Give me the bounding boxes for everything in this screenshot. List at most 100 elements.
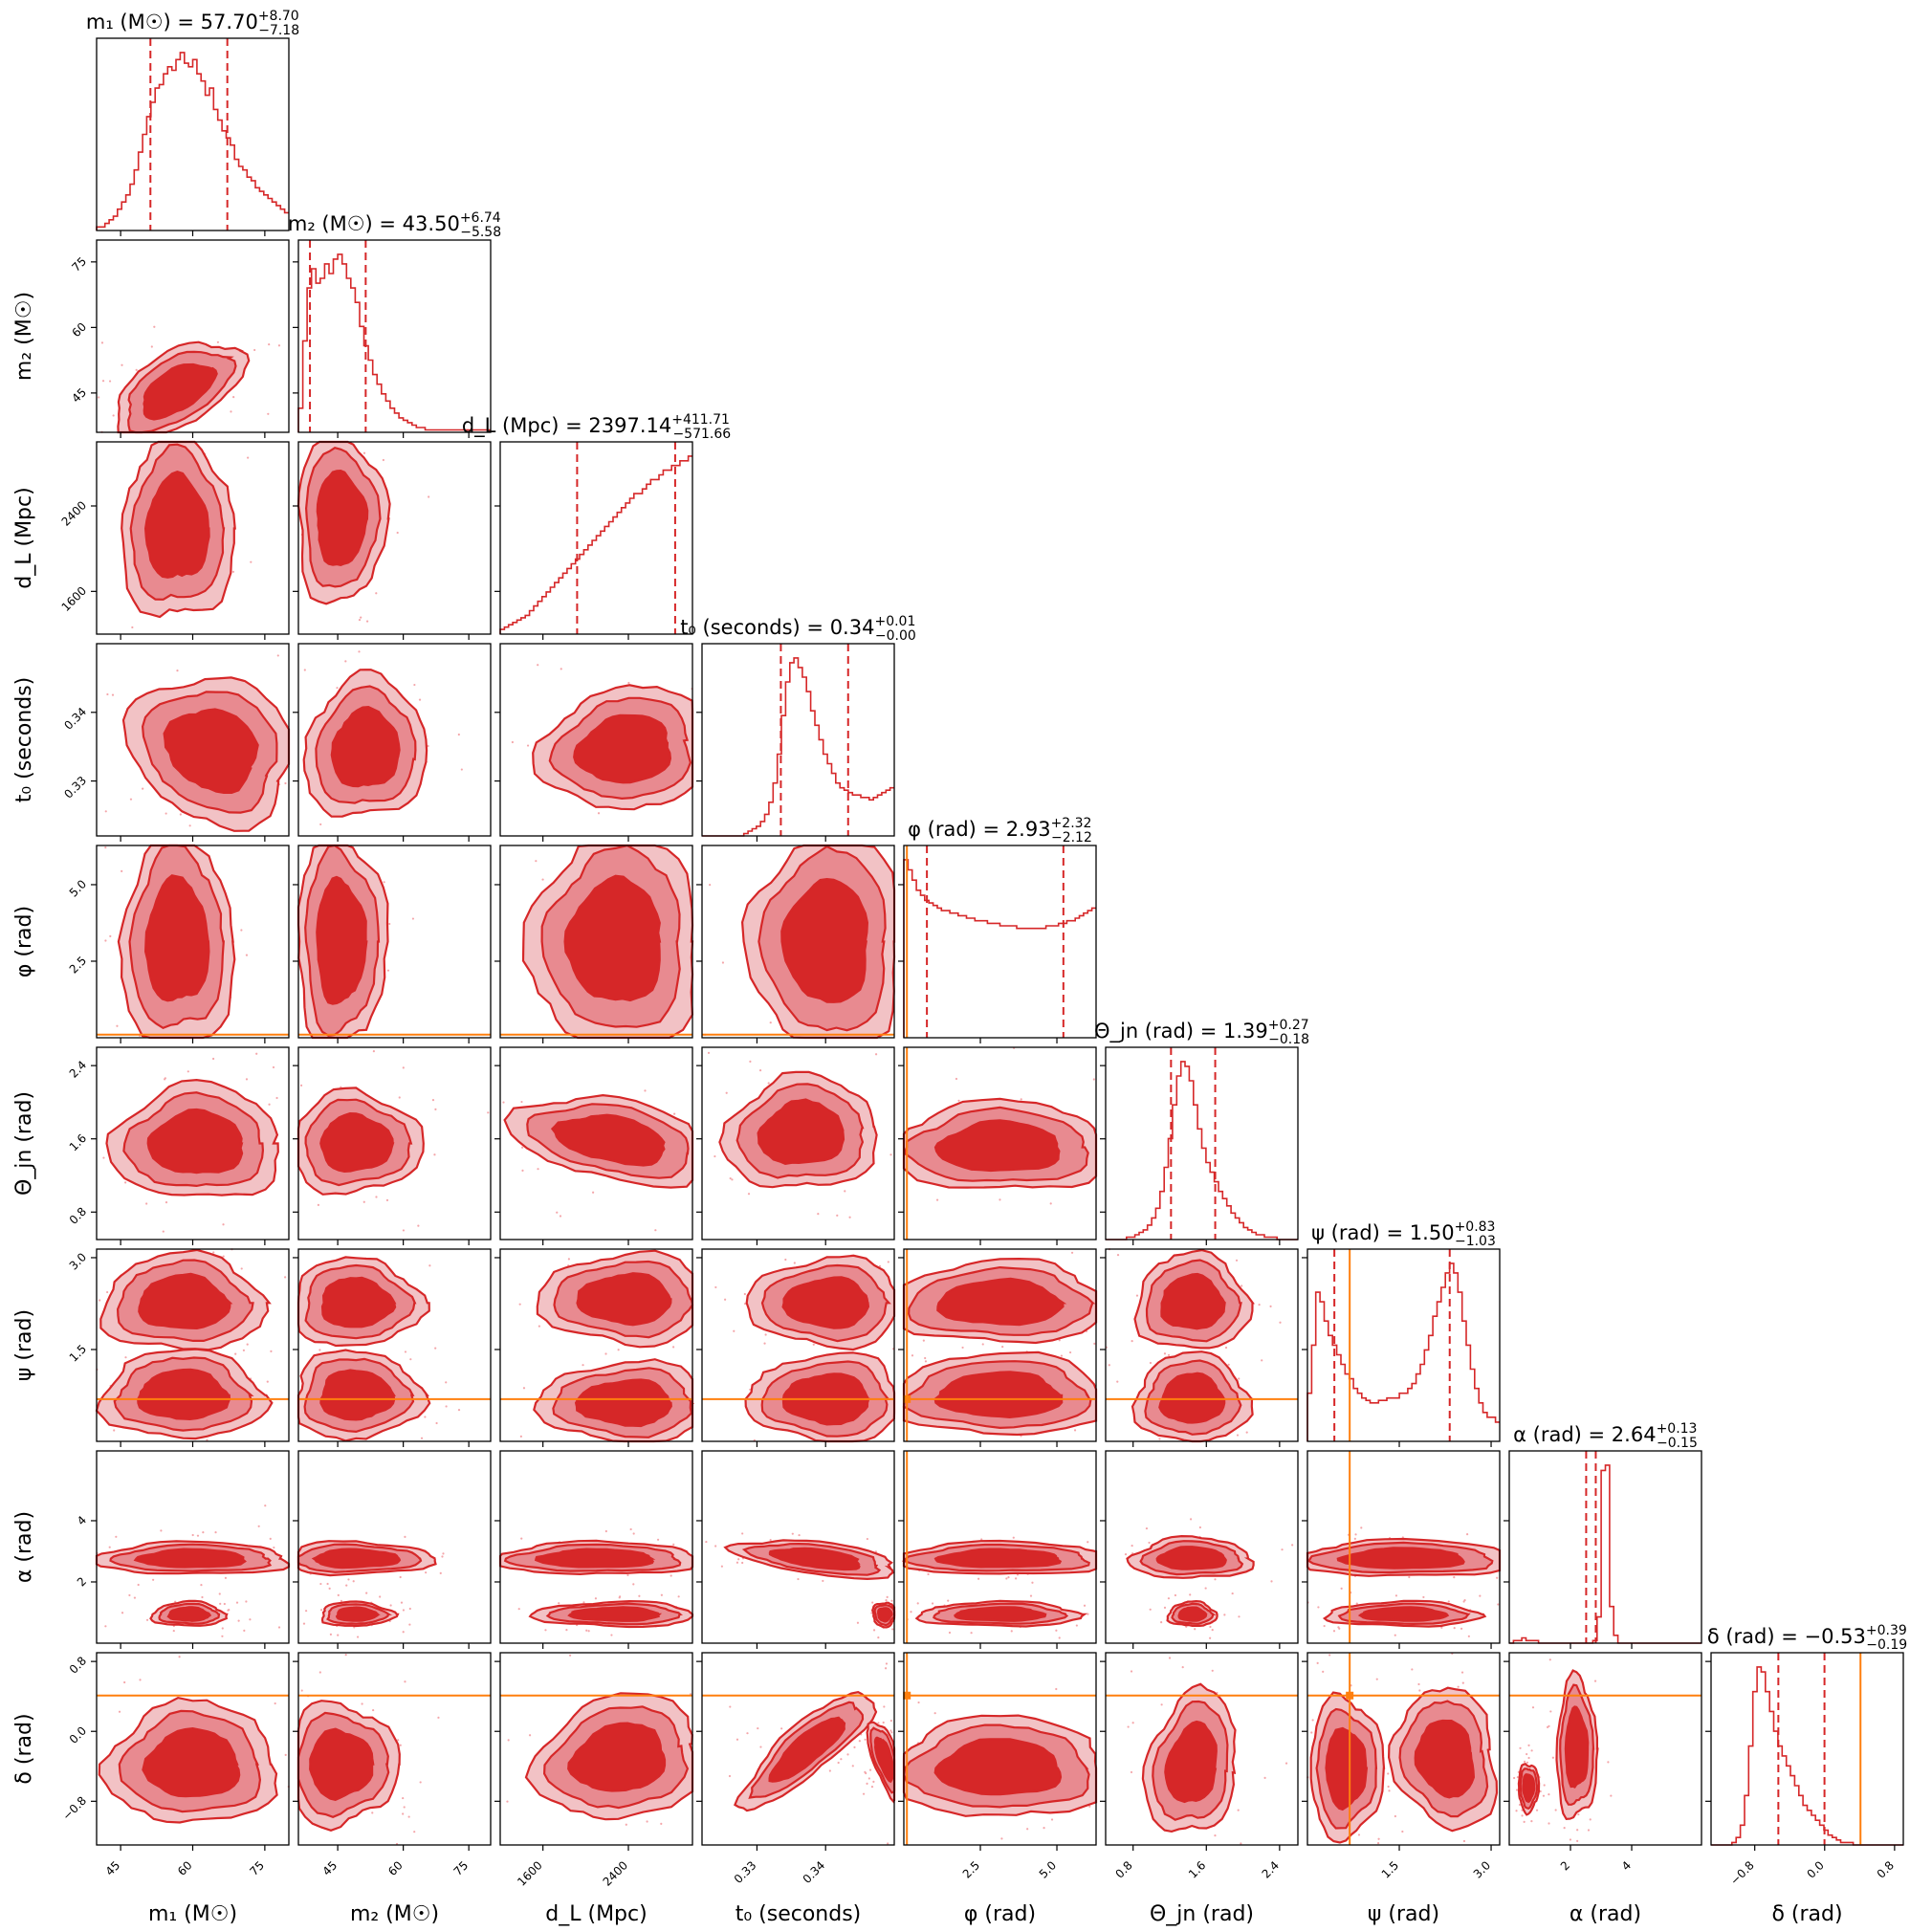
- scatter-point: [725, 1091, 728, 1094]
- scatter-point: [372, 1050, 375, 1053]
- contour-1sigma: [1522, 1773, 1536, 1804]
- contour-1sigma: [781, 1276, 870, 1329]
- scatter-point: [128, 1593, 131, 1597]
- scatter-point: [340, 1599, 343, 1602]
- contour-panel-delta-m2: [296, 1654, 491, 1846]
- scatter-point: [1281, 1548, 1284, 1551]
- contour-1sigma: [550, 1113, 666, 1167]
- contour-panel-psi-m2: [296, 1256, 491, 1442]
- scatter-point: [196, 1534, 200, 1537]
- contour-panel-theta-m1: [102, 1052, 279, 1233]
- scatter-point: [927, 1572, 930, 1576]
- scatter-point: [977, 1577, 980, 1580]
- panel-frame: [297, 643, 492, 837]
- scatter-point: [389, 1604, 392, 1607]
- scatter-point: [1526, 1761, 1529, 1764]
- scatter-point: [1092, 1078, 1095, 1081]
- scatter-point: [102, 1156, 105, 1159]
- scatter-point: [319, 1582, 322, 1586]
- scatter-point: [108, 380, 112, 383]
- scatter-point: [749, 1060, 752, 1063]
- scatter-point: [594, 1597, 598, 1600]
- scatter-point: [268, 342, 271, 346]
- x-tick-label: 45: [320, 1858, 340, 1878]
- scatter-point: [202, 1531, 205, 1534]
- scatter-point: [250, 560, 252, 563]
- scatter-point: [1551, 1756, 1554, 1759]
- contour-panel-delta-theta: [1106, 1657, 1298, 1845]
- scatter-point: [396, 531, 399, 535]
- scatter-point: [1058, 1339, 1061, 1342]
- scatter-point: [1261, 1359, 1263, 1362]
- scatter-point: [769, 1021, 772, 1024]
- panel-frame: [903, 1450, 1097, 1644]
- panel-title-m1: m₁ (M☉) = 57.70+8.70 −7.18: [86, 9, 299, 38]
- scatter-point: [121, 363, 123, 366]
- scatter-point: [1518, 1803, 1522, 1807]
- scatter-point: [356, 1636, 360, 1638]
- contour-1sigma: [933, 1548, 1063, 1569]
- scatter-point: [1189, 1593, 1192, 1596]
- scatter-point: [1240, 1284, 1243, 1287]
- scatter-point: [240, 1267, 243, 1270]
- scatter-point: [246, 1343, 249, 1346]
- scatter-point: [1519, 1746, 1522, 1749]
- scatter-point: [632, 1583, 635, 1586]
- scatter-point: [1546, 1725, 1549, 1729]
- scatter-point: [910, 1611, 912, 1614]
- scatter-point: [1235, 1259, 1239, 1262]
- scatter-point: [270, 1350, 273, 1352]
- scatter-point: [211, 1057, 215, 1061]
- scatter-point: [741, 1532, 744, 1535]
- scatter-point: [677, 1595, 680, 1598]
- scatter-point: [672, 1543, 675, 1546]
- scatter-point: [705, 1540, 708, 1544]
- y-tick-label: 0.0: [67, 1723, 89, 1745]
- scatter-point: [874, 1053, 878, 1056]
- scatter-point: [428, 495, 430, 498]
- contour-1sigma: [319, 1369, 397, 1421]
- scatter-point: [1269, 1305, 1272, 1307]
- scatter-point: [1194, 1628, 1197, 1631]
- scatter-point: [878, 1264, 882, 1267]
- scatter-point: [565, 1629, 568, 1632]
- scatter-point: [610, 1634, 613, 1636]
- scatter-point: [1376, 1842, 1380, 1845]
- scatter-point: [318, 1671, 321, 1674]
- scatter-point: [375, 1196, 378, 1198]
- panel-frame: [297, 1248, 492, 1442]
- y-tick-label: 2400: [59, 498, 89, 528]
- panel-frame: [903, 845, 1097, 1039]
- scatter-point: [1516, 1775, 1520, 1779]
- scatter-point: [121, 1612, 124, 1614]
- scatter-point: [165, 812, 167, 815]
- scatter-point: [428, 1264, 431, 1267]
- scatter-point: [178, 1656, 181, 1658]
- scatter-point: [714, 1545, 717, 1548]
- contour-panel-delta-phi: [902, 1653, 1098, 1845]
- scatter-point: [582, 1364, 584, 1367]
- scatter-point: [1160, 1703, 1163, 1706]
- contour-panel-phi-m2: [296, 844, 491, 1040]
- scatter-point: [541, 878, 544, 881]
- scatter-point: [284, 781, 287, 785]
- scatter-point: [721, 961, 725, 964]
- scatter-point: [427, 744, 429, 748]
- scatter-point: [1317, 1606, 1320, 1609]
- panel-frame: [297, 239, 492, 433]
- scatter-point: [1387, 1785, 1390, 1789]
- scatter-point: [791, 1532, 794, 1535]
- scatter-point: [402, 1066, 405, 1069]
- scatter-point: [1535, 1809, 1539, 1811]
- scatter-point: [242, 1349, 246, 1351]
- scatter-point: [656, 1538, 660, 1541]
- scatter-point: [435, 1421, 438, 1425]
- y-tick-label: 0.8: [67, 1654, 89, 1676]
- scatter-point: [118, 1710, 121, 1713]
- scatter-point: [1049, 1202, 1052, 1205]
- scatter-point: [980, 1538, 983, 1541]
- scatter-point: [522, 1387, 526, 1390]
- scatter-point: [1610, 1794, 1613, 1797]
- scatter-point: [275, 1096, 278, 1100]
- scatter-point: [1576, 1829, 1579, 1832]
